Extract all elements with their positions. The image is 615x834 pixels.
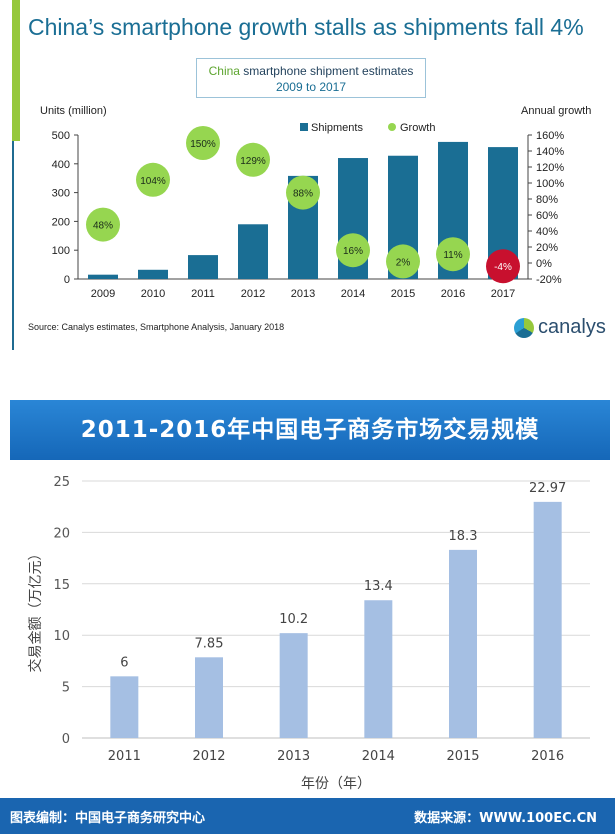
- y2-tick-label: 100%: [536, 178, 564, 190]
- y2-axis-label: Annual growth: [521, 105, 592, 117]
- data-label: 13.4: [364, 579, 393, 594]
- y-tick-label: 0: [64, 274, 70, 286]
- x-tick-label: 2011: [108, 749, 141, 764]
- legend-growth-swatch: [388, 123, 396, 131]
- bar: [110, 676, 139, 738]
- y-tick-label: 0: [62, 732, 70, 747]
- chart-subtitle-box: China smartphone shipment estimates 2009…: [196, 58, 426, 98]
- x-tick-label: 2015: [391, 288, 415, 300]
- y2-tick-label: 0%: [536, 258, 552, 270]
- y-tick-label: 200: [52, 216, 70, 228]
- data-label: 18.3: [449, 529, 478, 544]
- y-tick-label: 300: [52, 188, 70, 200]
- bar: [364, 600, 393, 738]
- x-tick-label: 2017: [491, 288, 515, 300]
- x-tick-label: 2012: [192, 749, 225, 764]
- growth-label: -4%: [494, 262, 512, 273]
- x-tick-label: 2013: [291, 288, 315, 300]
- x-tick-label: 2013: [277, 749, 310, 764]
- y-tick-label: 100: [52, 245, 70, 257]
- footer-source: 数据来源：WWW.100EC.CN: [414, 811, 597, 826]
- data-label: 22.97: [529, 481, 566, 496]
- canalys-logo: canalys: [514, 316, 606, 339]
- x-tick-label: 2010: [141, 288, 165, 300]
- y-tick-label: 10: [53, 629, 70, 644]
- growth-label: 2%: [396, 257, 411, 268]
- legend-shipments-label: Shipments: [311, 122, 363, 134]
- growth-point: [136, 162, 170, 197]
- growth-point: [336, 233, 370, 268]
- y-tick-label: 400: [52, 159, 70, 171]
- y-tick-label: 5: [62, 681, 70, 696]
- chart-plot-area: 0 100 200 300 400 500 -20% 0% 20% 40% 60% 80% 100% 12…: [52, 122, 565, 300]
- shipment-bar: [138, 269, 168, 279]
- chart-ecommerce: 2011-2016年中国电子商务市场交易规模 0 5 10 15 20 25 6 2011 7.…: [0, 398, 615, 834]
- x-tick-label: 2016: [441, 288, 465, 300]
- x-tick-label: 2009: [91, 288, 115, 300]
- x-tick-label: 2014: [341, 288, 365, 300]
- canalys-logo-icon: [514, 317, 534, 338]
- growth-point: [286, 175, 320, 210]
- y-tick-label: 25: [53, 475, 70, 490]
- y2-tick-label: 60%: [536, 210, 558, 222]
- footer-compiler: 图表编制：中国电子商务研究中心: [10, 811, 206, 826]
- growth-point: [236, 142, 270, 177]
- footer-bar: 图表编制：中国电子商务研究中心 数据来源：WWW.100EC.CN: [0, 798, 615, 834]
- bar: [279, 633, 308, 738]
- growth-point: [386, 244, 420, 279]
- growth-label: 16%: [343, 246, 363, 257]
- y2-tick-label: -20%: [536, 274, 562, 286]
- source-note: Source: Canalys estimates, Smartphone An…: [28, 322, 285, 332]
- y-tick-label: 20: [53, 526, 70, 541]
- bar: [533, 501, 562, 738]
- y2-tick-label: 160%: [536, 130, 564, 142]
- logo-text: canalys: [538, 316, 606, 338]
- growth-point: [86, 207, 120, 242]
- chart-plot-area: 0 5 10 15 20 25 6 2011 7.85 2012 10.2 2013 13.4 2014 1…: [27, 475, 590, 792]
- chart-china-smartphone: China’s smartphone growth stalls as ship…: [0, 0, 615, 350]
- subtitle-years: 2009 to 2017: [275, 80, 347, 94]
- x-tick-label: 2016: [531, 749, 564, 764]
- x-tick-label: 2011: [191, 288, 215, 300]
- chart-title: China’s smartphone growth stalls as ship…: [28, 14, 584, 40]
- y-tick-label: 15: [53, 578, 70, 593]
- growth-label: 129%: [240, 156, 266, 167]
- legend-shipments-swatch: [300, 123, 308, 131]
- x-tick-label: 2015: [446, 749, 479, 764]
- data-label: 10.2: [279, 612, 308, 627]
- bar: [195, 657, 223, 738]
- y2-tick-label: 80%: [536, 194, 558, 206]
- bar: [449, 549, 477, 738]
- x-axis-title: 年份（年）: [301, 776, 371, 792]
- legend-growth-label: Growth: [400, 122, 435, 134]
- growth-label: 150%: [190, 139, 216, 150]
- growth-point: [436, 237, 470, 272]
- growth-label: 11%: [443, 250, 462, 261]
- shipment-bar: [88, 274, 118, 279]
- accent-line: [12, 141, 14, 350]
- y2-tick-label: 20%: [536, 242, 558, 254]
- shipment-bar: [188, 255, 218, 279]
- x-tick-label: 2012: [241, 288, 265, 300]
- growth-point: [186, 126, 220, 160]
- shipment-bar: [238, 224, 268, 279]
- growth-point: [486, 249, 520, 284]
- chart-title: 2011-2016年中国电子商务市场交易规模: [10, 400, 610, 460]
- data-label: 6: [120, 655, 128, 670]
- growth-label: 88%: [293, 189, 313, 200]
- growth-label: 104%: [140, 176, 166, 187]
- subtitle-accent: China: [208, 64, 240, 78]
- subtitle-rest: smartphone shipment estimates: [239, 64, 414, 78]
- growth-label: 48%: [93, 221, 113, 232]
- x-tick-label: 2014: [362, 749, 395, 764]
- y2-tick-label: 40%: [536, 226, 558, 238]
- accent-bar: [12, 0, 20, 141]
- y2-tick-label: 120%: [536, 162, 564, 174]
- data-label: 7.85: [195, 636, 224, 651]
- y-axis-title: 交易金额（万亿元）: [27, 547, 44, 673]
- y-tick-label: 500: [52, 130, 70, 142]
- y2-tick-label: 140%: [536, 146, 564, 158]
- y-axis-label: Units (million): [40, 105, 107, 117]
